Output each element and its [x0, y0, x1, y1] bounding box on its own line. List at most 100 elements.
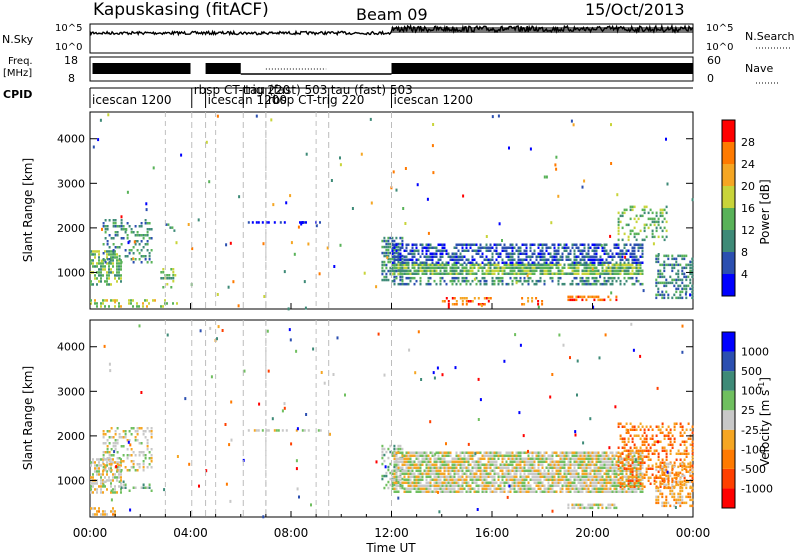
velocity-cell: [641, 478, 644, 481]
velocity-cell: [409, 478, 412, 481]
power-cell: [497, 255, 500, 258]
velocity-cell: [427, 460, 430, 463]
power-cell: [677, 296, 680, 300]
velocity-cell: [443, 460, 446, 463]
velocity-cell: [443, 484, 446, 487]
power-cell: [553, 252, 556, 255]
velocity-cell: [391, 484, 394, 487]
power-cell: [427, 282, 430, 286]
power-cell: [90, 259, 92, 262]
velocity-cell: [106, 513, 108, 516]
velocity-cell: [531, 457, 534, 460]
velocity-speckle: [210, 375, 213, 379]
power-cell: [519, 272, 522, 275]
power-speckle: [191, 247, 194, 251]
velocity-cell: [605, 484, 608, 487]
velocity-cell: [669, 449, 672, 452]
power-cell: [411, 252, 414, 255]
power-cell: [555, 252, 558, 255]
power-cell: [659, 281, 662, 285]
velocity-cell: [597, 460, 600, 463]
x-axis-label: Time UT: [365, 541, 416, 554]
velocity-cell: [108, 451, 111, 454]
power-cell: [609, 282, 612, 286]
power-cell: [631, 269, 634, 272]
velocity-cell: [443, 487, 446, 490]
power-cell: [585, 255, 588, 258]
velocity-cell: [599, 490, 602, 493]
power-cell: [114, 256, 116, 259]
velocity-cell: [591, 475, 594, 478]
power-cell: [509, 261, 512, 264]
beam-title: Beam 09: [356, 5, 428, 24]
power-cell: [102, 258, 105, 261]
velocity-cell: [623, 487, 626, 490]
power-cell: [641, 255, 644, 258]
power-speckle: [537, 305, 540, 309]
power-cell: [427, 266, 430, 269]
power-cell: [393, 243, 396, 246]
power-cell: [579, 295, 582, 299]
velocity-cell: [499, 451, 502, 454]
power-cell: [671, 266, 674, 270]
velocity-cell: [118, 469, 121, 472]
velocity-cell: [571, 463, 574, 466]
velocity-cell: [505, 451, 508, 454]
power-speckle: [392, 170, 395, 174]
power-cell: [635, 238, 638, 242]
velocity-cell: [609, 481, 612, 484]
power-cell: [571, 243, 574, 246]
velocity-cell: [505, 460, 508, 463]
power-cell: [575, 258, 578, 261]
velocity-cell: [445, 481, 448, 484]
velocity-cell: [589, 506, 592, 510]
power-cell: [537, 303, 540, 306]
power-cell: [573, 243, 576, 246]
power-cell: [98, 256, 100, 259]
velocity-cell: [425, 484, 428, 487]
velocity-cell: [637, 481, 640, 484]
power-cell: [118, 274, 120, 277]
velocity-cell: [399, 472, 402, 475]
velocity-cell: [627, 452, 630, 455]
power-cell: [463, 279, 466, 283]
velocity-cell: [577, 463, 580, 466]
velocity-cell: [527, 490, 530, 493]
velocity-cell: [112, 454, 115, 457]
power-cell: [435, 272, 438, 275]
velocity-cell: [441, 490, 444, 493]
velocity-cell: [577, 478, 580, 481]
velocity-cell: [579, 503, 582, 507]
power-speckle: [501, 239, 503, 242]
velocity-cell: [691, 468, 694, 472]
power-cell: [639, 266, 642, 269]
velocity-cell: [617, 460, 620, 463]
power-speckle: [339, 163, 342, 167]
velocity-cell: [483, 466, 486, 469]
power-cell: [393, 269, 396, 272]
velocity-cell: [639, 484, 642, 487]
power-cell: [110, 258, 113, 261]
velocity-cell: [395, 475, 398, 478]
velocity-cell: [623, 475, 626, 478]
power-cell: [581, 243, 584, 246]
velocity-cell: [92, 485, 94, 488]
velocity-cell: [435, 457, 438, 460]
velocity-cell: [569, 466, 572, 469]
power-cell: [585, 272, 588, 275]
velocity-cell: [511, 481, 514, 484]
power-cell: [665, 229, 668, 233]
velocity-cell: [409, 460, 412, 463]
velocity-cell: [467, 481, 470, 484]
power-speckle: [375, 285, 378, 289]
velocity-cell: [487, 484, 490, 487]
velocity-speckle: [295, 467, 298, 471]
power-cell: [681, 278, 684, 282]
power-cell: [461, 263, 464, 266]
power-cell: [617, 266, 620, 269]
velocity-cell: [415, 466, 418, 469]
velocity-cell: [403, 490, 406, 493]
velocity-cell: [633, 446, 636, 449]
power-cell: [431, 266, 434, 269]
power-cell: [417, 258, 420, 261]
